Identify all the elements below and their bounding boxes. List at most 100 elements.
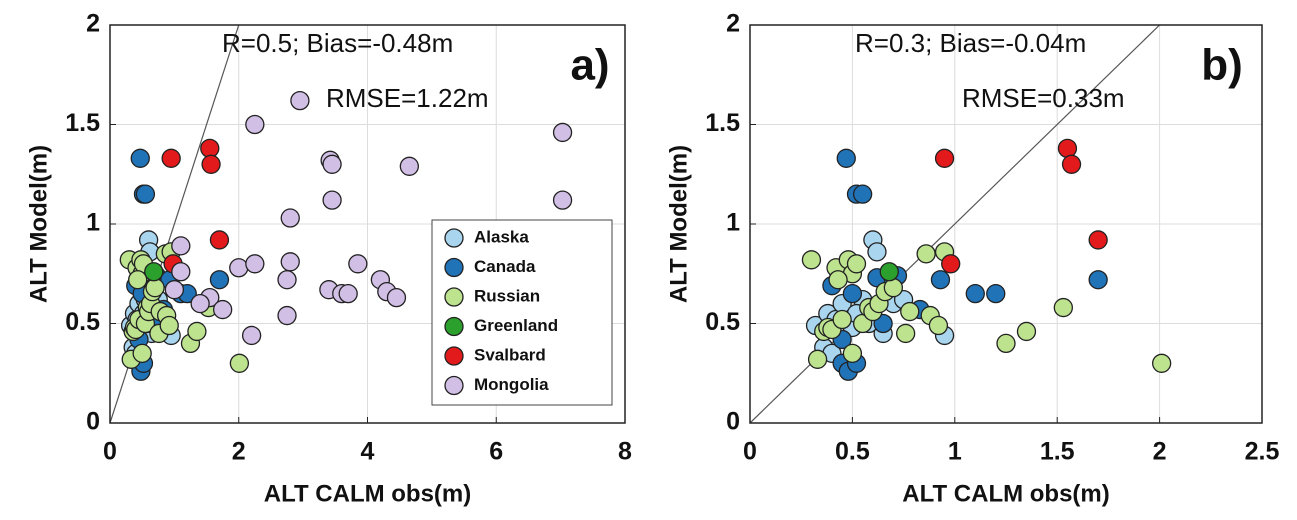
scatter-point	[934, 148, 955, 168]
scatter-point	[280, 208, 300, 228]
y-axis-label: ALT Model(m)	[665, 145, 692, 303]
scatter-point	[399, 156, 419, 176]
x-tick-label: 8	[618, 438, 632, 466]
scatter-point	[883, 278, 904, 298]
legend-label: Russian	[474, 286, 540, 305]
legend-label: Canada	[474, 257, 536, 276]
scatter-point	[996, 333, 1016, 354]
scatter-point	[828, 270, 848, 290]
y-tick-label: 2	[726, 10, 740, 38]
scatter-point	[552, 190, 573, 210]
scatter-point	[879, 262, 899, 282]
scatter-point	[1053, 297, 1073, 318]
x-tick-label: 1	[948, 438, 962, 466]
scatter-point	[201, 154, 221, 174]
scatter-point	[213, 299, 233, 320]
legend-marker	[444, 346, 464, 366]
legend-label: Alaska	[474, 227, 529, 246]
scatter-point	[187, 321, 207, 342]
scatter-point	[1151, 353, 1172, 373]
x-tick-label: 4	[361, 438, 375, 466]
axes-frame	[109, 24, 626, 424]
scatter-point	[229, 353, 250, 373]
scatter-point	[145, 278, 165, 298]
x-axis-label: ALT CALM obs(m)	[902, 480, 1110, 507]
scatter-point	[135, 184, 156, 204]
scatter-point	[277, 270, 297, 290]
x-tick-label: 2	[1153, 438, 1167, 466]
y-tick-label: 0.5	[65, 308, 100, 336]
annotation: b)	[1201, 41, 1243, 90]
annotation: RMSE=1.22m	[326, 83, 489, 113]
scatter-point	[941, 254, 961, 274]
y-tick-label: 1	[726, 209, 740, 237]
scatter-point	[965, 283, 985, 304]
scatter-point	[842, 283, 863, 304]
x-axis-label: ALT CALM obs(m)	[264, 480, 472, 507]
scatter-point	[1061, 154, 1082, 174]
scatter-point	[1088, 230, 1108, 250]
scatter-point	[161, 148, 181, 168]
scatter-point	[867, 242, 887, 262]
scatter-point	[552, 122, 573, 143]
scatter-point	[171, 262, 191, 282]
scatter-point	[200, 138, 220, 159]
y-tick-label: 1.5	[705, 109, 740, 137]
x-tick-label: 0	[743, 438, 757, 466]
y-tick-label: 1.5	[65, 109, 100, 137]
scatter-point	[900, 301, 920, 322]
scatter-point	[190, 293, 210, 314]
scatter-point	[245, 114, 265, 135]
scatter-point	[348, 254, 368, 274]
scatter-point	[159, 315, 179, 336]
annotation: R=0.3; Bias=-0.04m	[855, 28, 1086, 58]
x-tick-label: 2.5	[1245, 438, 1280, 466]
axes-frame	[749, 24, 1263, 424]
scatter-point	[241, 325, 262, 346]
annotation: a)	[570, 41, 609, 90]
scatter-point	[132, 343, 152, 364]
y-tick-label: 1	[86, 209, 100, 237]
x-tick-label: 2	[232, 438, 246, 466]
scatter-point	[807, 349, 828, 369]
legend-box	[431, 219, 613, 406]
scatter-point	[164, 280, 185, 300]
x-tick-label: 0.5	[835, 438, 870, 466]
annotation: R=0.5; Bias=-0.48m	[222, 28, 453, 58]
legend-label: Greenland	[474, 316, 558, 335]
scatter-point	[338, 283, 358, 304]
x-tick-label: 0	[103, 438, 117, 466]
scatter-point	[928, 315, 949, 336]
scatter-point	[1016, 321, 1037, 342]
legend-marker	[444, 287, 464, 307]
scatter-point	[245, 254, 265, 274]
scatter-point	[322, 190, 342, 210]
scatter-point	[836, 148, 856, 168]
plot-area	[110, 25, 573, 423]
scatter-point	[1088, 270, 1108, 290]
legend-label: Svalbard	[474, 345, 546, 364]
scatter-point	[209, 230, 230, 250]
scatter-point	[386, 287, 407, 308]
y-tick-label: 0.5	[705, 308, 740, 336]
scatter-point	[986, 283, 1006, 304]
scatter-point	[930, 270, 951, 290]
scatter-point	[130, 148, 150, 168]
y-axis-label: ALT Model(m)	[25, 145, 52, 303]
scatter-point	[229, 258, 249, 278]
scatter-point	[895, 323, 916, 344]
scatter-point	[144, 262, 164, 282]
legend-marker	[444, 257, 464, 278]
scatter-point	[171, 236, 191, 256]
scatter-point	[290, 90, 310, 111]
scatter-point	[832, 309, 852, 330]
x-tick-label: 1.5	[1040, 438, 1075, 466]
plot-area	[750, 25, 1172, 423]
legend-marker	[444, 316, 464, 337]
scatter-point	[277, 305, 297, 326]
scatter-point	[852, 184, 873, 204]
legend-label: Mongolia	[474, 375, 549, 394]
scatter-point	[1057, 138, 1078, 159]
y-tick-label: 0	[86, 408, 100, 436]
